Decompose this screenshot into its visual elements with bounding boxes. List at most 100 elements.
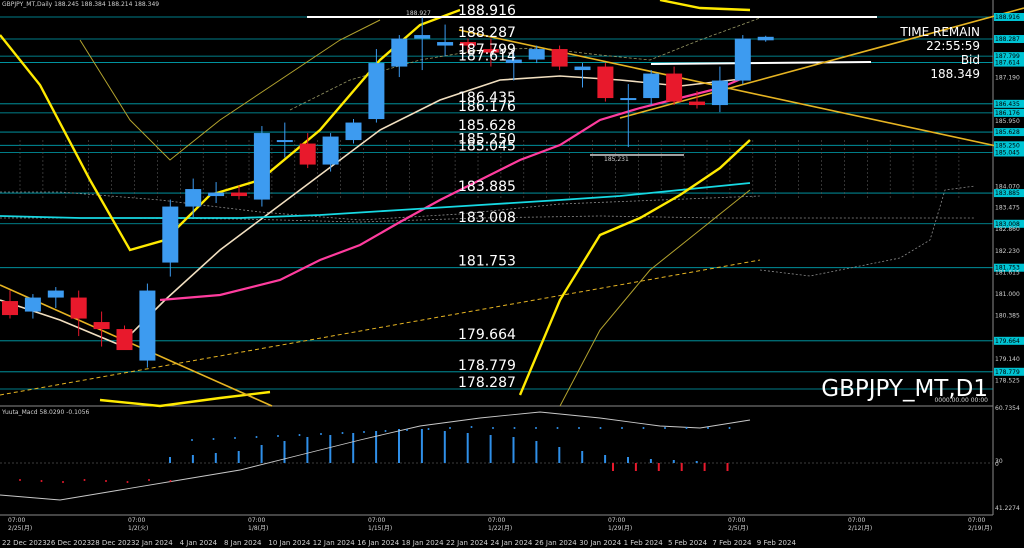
horizontal-levels	[0, 16, 993, 390]
price-tag	[994, 35, 1024, 44]
time-tick-day: 1/22(月)	[488, 525, 512, 532]
candle-body	[597, 66, 614, 99]
date-tick: 4 Jan 2024	[180, 539, 218, 547]
level-label: 183.008	[458, 210, 516, 226]
level-label: 185.045	[458, 138, 516, 154]
candle-body	[505, 59, 522, 64]
price-tag	[994, 58, 1024, 67]
price-tick: 178.779	[995, 369, 1020, 376]
date-tick: 5 Feb 2024	[668, 539, 708, 547]
candle-body	[116, 329, 133, 351]
macd-dot	[599, 427, 602, 429]
macd-dot	[126, 481, 129, 483]
price-tag	[994, 13, 1024, 21]
price-tick: 187.190	[995, 74, 1020, 81]
price-tick: 178.525	[995, 378, 1020, 385]
time-tick-hour: 07:00	[608, 517, 625, 524]
macd-dot	[169, 480, 172, 482]
level-label: 178.287	[458, 375, 516, 391]
date-tick: 10 Jan 2024	[268, 539, 311, 547]
price-tag	[994, 108, 1024, 117]
candle-body	[2, 301, 18, 316]
candle-body	[414, 35, 431, 39]
price-tick: 182.860	[995, 226, 1020, 233]
candle-body	[528, 49, 545, 60]
price-tag	[994, 367, 1024, 376]
cloud-line	[0, 191, 761, 221]
time-tick-hour: 07:00	[968, 517, 985, 524]
macd-dot	[578, 427, 580, 429]
price-tick: 185.045	[995, 149, 1020, 156]
price-tick: 186.176	[995, 110, 1020, 117]
time-tick-day: 1/8(月)	[248, 525, 268, 532]
channel-line[interactable]	[0, 259, 761, 396]
level-label: 181.753	[458, 254, 516, 270]
time-tick-day: 2/19(月)	[968, 525, 992, 532]
macd-dot	[642, 427, 645, 429]
symbol-watermark: GBPJPY_MT,D1	[821, 376, 988, 402]
date-tick: 30 Jan 2024	[579, 539, 622, 547]
level-label: 185.628	[458, 118, 516, 134]
macd-tick: 30	[995, 458, 1003, 465]
candle-body	[47, 290, 64, 298]
price-tag	[994, 219, 1024, 228]
price-tick: 181.753	[995, 265, 1020, 272]
time-tick-hour: 07:00	[248, 517, 265, 524]
downtrend-line[interactable]	[0, 284, 273, 407]
ma-yellow	[518, 139, 751, 396]
macd-dot	[406, 429, 408, 431]
time-remain-value: 22:55:59	[926, 39, 980, 53]
macd-dot	[363, 431, 365, 433]
time-tick-day: 1/15(月)	[368, 525, 392, 532]
price-tag	[994, 263, 1024, 272]
date-tick: 28 Dec 2023	[91, 539, 136, 547]
candle-body	[253, 133, 270, 200]
ma-yellow	[659, 0, 751, 12]
macd-dot	[535, 427, 537, 429]
high-price-label: 188.927	[406, 10, 431, 17]
candle-body	[391, 38, 408, 67]
macd-panel: 60.7354 300 41.2274	[0, 405, 1020, 512]
macd-dot	[105, 480, 107, 482]
macd-dot	[728, 427, 731, 429]
candle-body	[185, 189, 202, 207]
candle-body	[24, 297, 41, 312]
macd-dot	[62, 481, 64, 483]
price-tick: 187.799	[995, 53, 1020, 60]
price-tick: 181.615	[995, 270, 1020, 277]
price-tick: 185.950	[995, 118, 1020, 125]
price-tick: 181.000	[995, 291, 1020, 298]
level-label: 183.885	[458, 179, 516, 195]
candle-body	[574, 66, 591, 71]
ma-olive	[559, 189, 751, 407]
moving-averages	[0, 0, 751, 408]
candle-body	[666, 73, 683, 102]
uptrend-line[interactable]	[619, 7, 1024, 119]
macd-dot	[685, 427, 688, 429]
time-tick-day: 2/25(月)	[8, 525, 32, 532]
candle-body	[368, 63, 385, 120]
macd-dot	[621, 427, 623, 429]
bid-value: 188.349	[930, 67, 980, 81]
candle-body	[322, 136, 339, 165]
candle-body	[139, 290, 156, 361]
time-tick-day: 1/2(火)	[128, 525, 148, 532]
price-tag	[994, 189, 1024, 198]
price-tick: 179.664	[995, 338, 1020, 345]
date-tick: 9 Feb 2024	[757, 539, 797, 547]
date-tick: 8 Jan 2024	[224, 539, 262, 547]
ma-cyan	[0, 182, 751, 219]
macd-dot	[83, 479, 86, 481]
macd-tick: 60.7354	[995, 405, 1020, 412]
candles	[2, 17, 774, 368]
price-tick: 188.287	[995, 36, 1020, 43]
price-tag	[994, 52, 1024, 61]
level-label: 187.799	[458, 42, 516, 58]
bid-line[interactable]	[650, 61, 872, 65]
ma-olive	[79, 19, 381, 161]
candle-body	[208, 192, 225, 197]
macd-dot	[513, 427, 516, 429]
